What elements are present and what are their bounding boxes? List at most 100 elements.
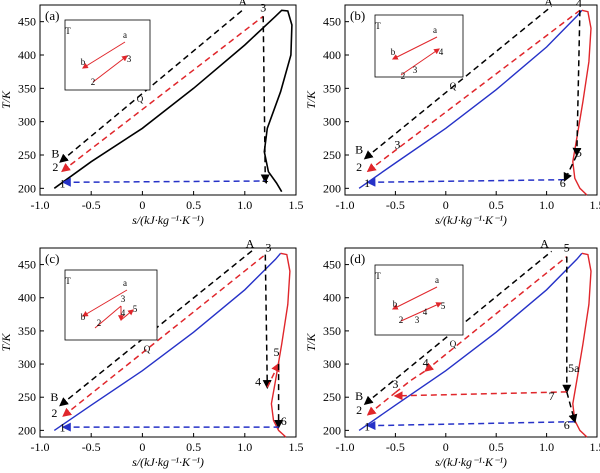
process-line [366,392,396,416]
inset-label: 2 [97,318,102,328]
y-tick-label: 200 [18,181,36,195]
plot-frame [344,4,598,196]
inset-line [391,36,438,60]
y-tick-label: 400 [18,291,36,305]
state-point-label: 5 [274,345,280,359]
state-point-label: 6 [560,176,566,190]
saturated-liquid-line [53,252,282,431]
plot-frame [39,247,297,438]
x-axis-label: s/(kJ·kg⁻¹·K⁻¹) [435,455,507,469]
plot-frame [344,247,598,438]
x-tick-label: 0.5 [489,198,504,212]
inset-label: 2 [401,71,406,81]
chart-panel: -1.0 -0.5 0 0.5 1.0 1.5 200 250 300 350 400 450 s/(k… [0,236,304,469]
saturated-vapor-line [572,252,592,438]
inset-schematic: T Qa 4 b 32 [374,14,464,91]
inset-label: 5 [441,301,446,311]
inset-line [92,55,128,83]
y-tick-label: 250 [18,390,36,404]
state-point-label: B [50,390,58,404]
inset-label: 2 [91,77,96,87]
inset-label: 3 [127,54,132,64]
inset-label: T [375,271,381,281]
process-line [363,5,553,160]
state-point-label: B [355,389,363,403]
inset-label: b [81,57,86,67]
x-tick-label: -0.5 [82,440,101,454]
inset-schematic: T Qa 3 4 5 b 2 [64,269,158,354]
state-point-label: A [544,0,553,9]
panel-label: (d) [350,251,365,266]
state-point-label: 4 [423,356,429,370]
x-axis-label: s/(kJ·kg⁻¹·K⁻¹) [132,213,204,227]
x-axis-label: s/(kJ·kg⁻¹·K⁻¹) [435,213,507,227]
x-tick-label: -0.5 [386,198,405,212]
state-point-label: B [51,147,59,161]
process-line [62,254,266,417]
x-tick-label: 1.0 [237,440,252,454]
y-tick-label: 250 [323,390,341,404]
process-line [566,391,578,424]
inset-label: b [81,312,86,322]
state-point-label: 3 [394,137,400,151]
y-axis-label: T/K [0,90,13,109]
y-tick-label: 450 [18,258,36,272]
panel-label: (a) [45,8,59,23]
process-line [393,391,567,401]
inset-frame [64,269,158,341]
state-point-label: 5a [568,361,580,375]
state-point-label: 1 [60,177,66,191]
inset-label: Q [144,344,151,354]
inset-line [94,305,122,329]
inset-label: 3 [413,65,418,75]
x-tick-label: 0.5 [186,440,201,454]
x-tick-label: -1.0 [336,440,355,454]
state-point-label: 4 [255,374,261,388]
inset-label: a [435,275,439,285]
inset-label: T [65,276,71,286]
process-line [260,16,270,184]
process-line [262,254,272,390]
x-tick-label: 0 [443,440,449,454]
y-tick-label: 450 [18,15,36,29]
state-point-label: 5 [576,145,582,159]
state-point-label: A [540,236,549,250]
y-axis-label: T/K [0,333,13,352]
state-point-label: 2 [356,160,362,174]
x-tick-label: 0 [139,440,145,454]
state-point-label: B [355,143,363,157]
process-line [366,420,575,431]
inset-label: 4 [423,307,428,317]
state-point-label: 2 [52,160,58,174]
state-point-label: 1 [364,176,370,190]
x-tick-label: 1.5 [289,198,304,212]
y-tick-label: 300 [18,357,36,371]
y-axis-label: T/K [304,333,318,352]
inset-label: Q [137,94,144,104]
inset-label: 4 [439,47,444,57]
inset-line [400,302,443,322]
y-tick-label: 350 [18,81,36,95]
inset-line [120,309,134,321]
saturated-liquid-line [358,9,583,189]
inset-label: T [65,26,71,36]
x-axis-label: s/(kJ·kg⁻¹·K⁻¹) [132,455,204,469]
inset-label: T [375,21,381,31]
x-tick-label: 1.5 [590,440,600,454]
y-tick-label: 250 [18,148,36,162]
state-point-label: 1 [60,421,66,435]
state-point-label: 3 [260,1,266,15]
inset-frame [374,264,464,336]
y-tick-label: 350 [18,324,36,338]
inset-label: a [123,278,127,288]
inset-label: 4 [121,308,126,318]
state-point-label: 1 [364,419,370,433]
state-point-label: 2 [51,406,57,420]
y-tick-label: 450 [323,15,341,29]
panel-label: (b) [350,8,365,23]
y-tick-label: 350 [323,324,341,338]
inset-label: Q [450,81,457,91]
process-line [563,154,578,182]
inset-label: b [391,47,396,57]
process-line [366,177,565,187]
